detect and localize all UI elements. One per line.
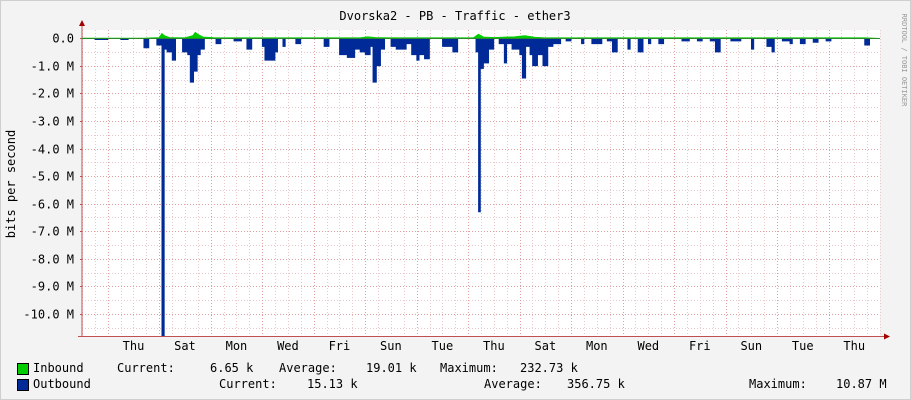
inbound-swatch: [17, 363, 29, 375]
x-tick-label: Thu: [123, 339, 145, 353]
y-tick-label: -6.0 M: [31, 198, 74, 212]
x-tick-label: Fri: [329, 339, 351, 353]
inbound-maximum-label: Maximum:: [440, 361, 498, 375]
outbound-maximum-label: Maximum:: [749, 377, 807, 391]
y-tick-label: -10.0 M: [23, 308, 74, 322]
y-tick-label: -3.0 M: [31, 115, 74, 129]
x-tick-label: Mon: [226, 339, 248, 353]
outbound-maximum: 10.87 M: [836, 377, 887, 391]
x-tick-label: Mon: [586, 339, 608, 353]
outbound-area: [82, 37, 880, 337]
y-axis-label: bits per second: [4, 130, 18, 238]
x-tick-label: Sat: [174, 339, 196, 353]
x-tick-label: Tue: [792, 339, 814, 353]
inbound-label: Inbound: [33, 361, 84, 375]
y-tick-label: 0.0: [52, 32, 74, 46]
x-tick-label: Sat: [535, 339, 557, 353]
chart-title: Dvorska2 - PB - Traffic - ether3: [339, 9, 570, 23]
x-tick-label: Tue: [432, 339, 454, 353]
x-tick-label: Thu: [843, 339, 865, 353]
outbound-average-label: Average:: [484, 377, 542, 391]
x-tick-label: Wed: [637, 339, 659, 353]
outbound-average: 356.75 k: [567, 377, 625, 391]
inbound-current: 6.65 k: [210, 361, 254, 375]
x-tick-label: Sun: [380, 339, 402, 353]
x-axis-arrow: [884, 333, 890, 340]
y-tick-label: -4.0 M: [31, 143, 74, 157]
x-tick-label: Sun: [740, 339, 762, 353]
x-tick-label: Wed: [277, 339, 299, 353]
y-tick-label: -1.0 M: [31, 60, 74, 74]
y-axis-arrow: [79, 20, 85, 26]
y-tick-label: -2.0 M: [31, 87, 74, 101]
outbound-swatch: [17, 379, 29, 391]
outbound-current-label: Current:: [219, 377, 277, 391]
inbound-current-label: Current:: [117, 361, 175, 375]
y-tick-label: -8.0 M: [31, 253, 74, 267]
x-tick-label: Fri: [689, 339, 711, 353]
y-tick-label: -7.0 M: [31, 225, 74, 239]
inbound-area: [81, 31, 881, 39]
watermark: RRDTOOL / TOBI OETIKER: [900, 14, 908, 108]
y-tick-label: -5.0 M: [31, 170, 74, 184]
inbound-maximum: 232.73 k: [520, 361, 578, 375]
y-tick-label: -9.0 M: [31, 280, 74, 294]
outbound-current: 15.13 k: [307, 377, 358, 391]
inbound-average-label: Average:: [279, 361, 337, 375]
x-tick-label: Thu: [483, 339, 505, 353]
outbound-label: Outbound: [33, 377, 91, 391]
inbound-average: 19.01 k: [366, 361, 417, 375]
